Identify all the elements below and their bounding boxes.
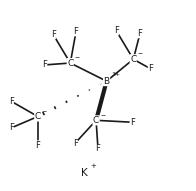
Text: C: C xyxy=(130,55,136,64)
Text: +: + xyxy=(90,163,96,169)
Text: F: F xyxy=(9,123,14,133)
Text: F: F xyxy=(96,144,100,154)
Text: F: F xyxy=(130,118,135,127)
Text: −: − xyxy=(42,108,47,113)
Text: C: C xyxy=(93,116,99,125)
Text: F: F xyxy=(73,139,77,148)
Text: F: F xyxy=(9,97,14,106)
Text: −: − xyxy=(74,55,79,60)
Text: C: C xyxy=(35,112,41,121)
Text: −: − xyxy=(100,112,105,117)
Text: F: F xyxy=(35,141,40,150)
Text: C: C xyxy=(67,58,74,68)
Text: K: K xyxy=(81,168,88,178)
Text: B: B xyxy=(103,77,110,86)
Text: F: F xyxy=(74,27,78,36)
Text: F: F xyxy=(42,60,47,70)
Text: F: F xyxy=(51,30,55,39)
Text: 3+: 3+ xyxy=(111,72,120,77)
Text: F: F xyxy=(148,64,153,73)
Text: −: − xyxy=(137,51,142,56)
Text: F: F xyxy=(138,29,142,38)
Text: F: F xyxy=(114,26,119,35)
